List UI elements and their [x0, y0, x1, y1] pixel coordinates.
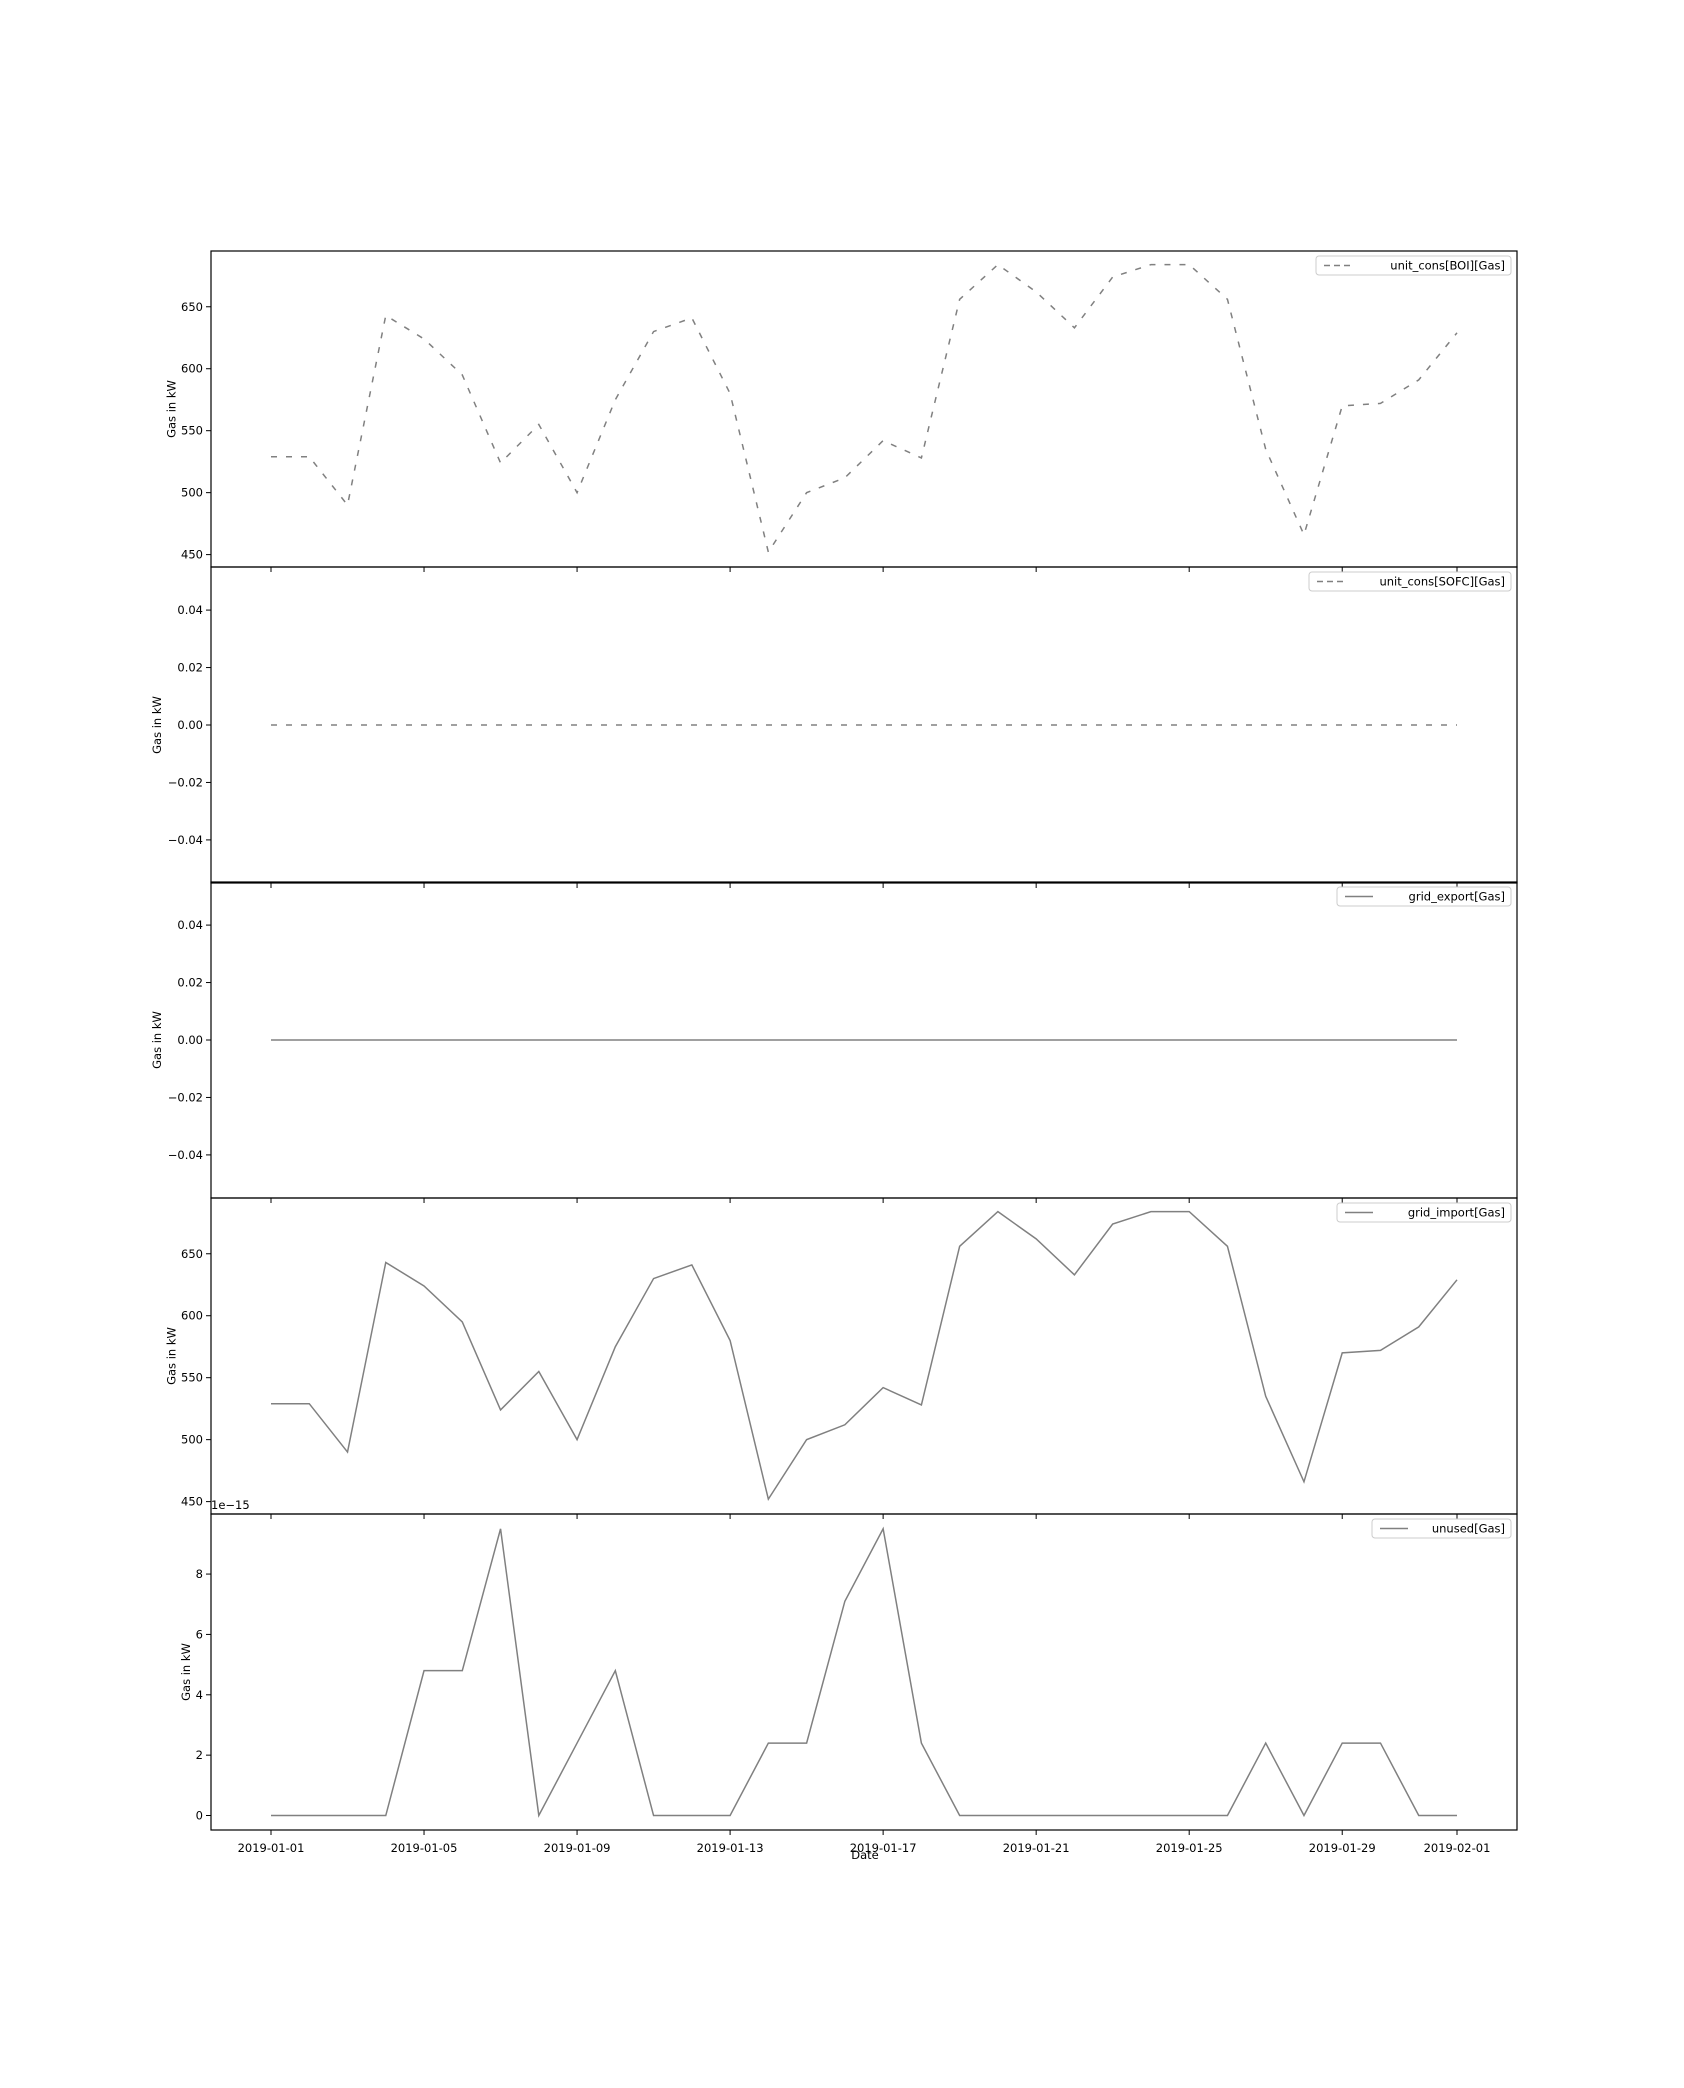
x-tick-label: 2019-01-21 [1003, 1841, 1070, 1855]
y-tick-label: 6 [196, 1627, 203, 1641]
x-tick-label: 2019-02-01 [1424, 1841, 1491, 1855]
y-tick-label: 0.02 [177, 661, 203, 675]
legend-box [1308, 571, 1512, 592]
legend: grid_export[Gas] [1336, 886, 1512, 907]
y-tick-label: 550 [181, 424, 203, 438]
y-tick-label: 650 [181, 300, 203, 314]
legend-box [1315, 255, 1512, 276]
y-tick-label: −0.04 [168, 1148, 203, 1162]
y-offset-label: 1e−15 [211, 1498, 250, 1512]
x-tick-label: 2019-01-01 [238, 1841, 305, 1855]
x-axis-label: Date [851, 1848, 879, 1862]
legend: unit_cons[BOI][Gas] [1315, 255, 1512, 276]
legend: unit_cons[SOFC][Gas] [1308, 571, 1512, 592]
y-tick-label: 450 [181, 1495, 203, 1509]
legend-label: grid_export[Gas] [1409, 890, 1505, 904]
y-tick-label: 600 [181, 1309, 203, 1323]
legend: unused[Gas] [1371, 1518, 1512, 1539]
x-tick-label: 2019-01-17 [850, 1841, 917, 1855]
legend-label: unit_cons[BOI][Gas] [1390, 259, 1505, 273]
y-tick-label: 0.00 [177, 718, 203, 732]
y-tick-label: 450 [181, 548, 203, 562]
x-tick-label: 2019-01-29 [1309, 1841, 1376, 1855]
y-tick-label: −0.02 [168, 775, 203, 789]
legend-label: unused[Gas] [1432, 1522, 1505, 1536]
y-tick-label: 8 [196, 1567, 203, 1581]
series-line-unit_cons[BOI][Gas] [271, 263, 1458, 555]
x-tick-label: 2019-01-25 [1156, 1841, 1223, 1855]
legend-box [1336, 1202, 1512, 1223]
x-tick-label: 2019-01-05 [391, 1841, 458, 1855]
y-tick-label: 500 [181, 486, 203, 500]
y-tick-label: 0.04 [177, 603, 203, 617]
subplot-5: 0 2 4 6 8 Gas in kW 1e−15 unused[Gas] 2019-01-01… [179, 1498, 1518, 1855]
series-line-unused[Gas] [271, 1526, 1457, 1818]
y-tick-label: −0.02 [168, 1090, 203, 1104]
legend-label: unit_cons[SOFC][Gas] [1379, 575, 1505, 589]
y-tick-label: 650 [181, 1247, 203, 1261]
x-tick-label: 2019-01-09 [544, 1841, 611, 1855]
y-tick-label: 600 [181, 362, 203, 376]
y-tick-label: 500 [181, 1433, 203, 1447]
y-tick-label: 4 [196, 1688, 203, 1702]
y-axis-label: Gas in kW [164, 380, 178, 438]
y-axis-label: Gas in kW [179, 1643, 193, 1701]
legend-box [1336, 886, 1512, 907]
y-axis-label: Gas in kW [150, 1011, 164, 1069]
y-axis-label: Gas in kW [150, 696, 164, 754]
subplot-2: −0.04 −0.02 0.00 0.02 0.04 Gas in kW unit_cons… [150, 566, 1518, 888]
legend-label: grid_import[Gas] [1408, 1206, 1505, 1220]
series-line-grid_import[Gas] [271, 1210, 1458, 1502]
subplots-container: 450 500 550 600 650 Gas in kW unit_cons[BOI][G… [150, 250, 1518, 1855]
y-tick-label: −0.04 [168, 833, 203, 847]
legend: grid_import[Gas] [1336, 1202, 1512, 1223]
y-tick-label: 0.02 [177, 976, 203, 990]
x-tick-label: 2019-01-13 [697, 1841, 764, 1855]
subplot-4: 450 500 550 600 650 Gas in kW grid_import[Gas] [164, 1197, 1518, 1519]
y-axis-label: Gas in kW [164, 1327, 178, 1385]
y-tick-label: 0 [196, 1809, 203, 1823]
subplot-1: 450 500 550 600 650 Gas in kW unit_cons[BOI][G… [164, 250, 1518, 572]
y-tick-label: 2 [196, 1748, 203, 1762]
y-tick-label: 0.04 [177, 918, 203, 932]
axes-frame [210, 1513, 1518, 1831]
legend-box [1371, 1518, 1512, 1539]
y-tick-label: 0.00 [177, 1033, 203, 1047]
y-tick-label: 550 [181, 1371, 203, 1385]
